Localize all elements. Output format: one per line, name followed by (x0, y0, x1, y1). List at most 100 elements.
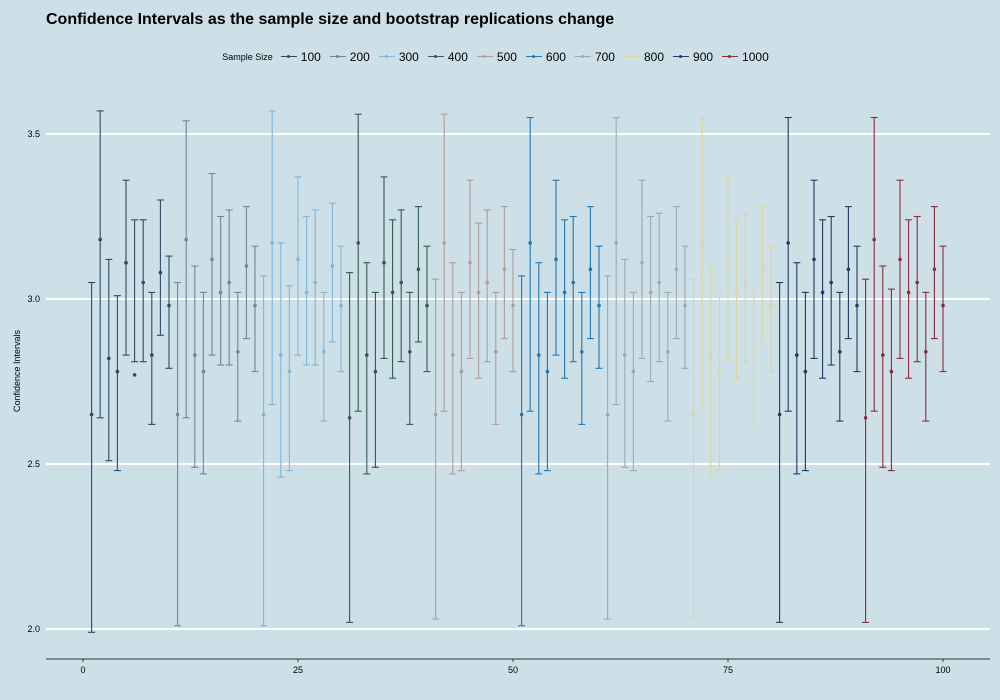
legend-item-900: 900 (673, 50, 713, 64)
error-bar (595, 245, 603, 369)
estimate-point (528, 241, 532, 245)
error-bar (552, 179, 560, 356)
error-bar (457, 291, 465, 472)
error-bar (500, 206, 508, 340)
estimate-point (691, 412, 696, 417)
estimate-point (648, 290, 653, 295)
estimate-point (141, 280, 145, 285)
estimate-point (210, 257, 214, 262)
estimate-point (846, 267, 851, 272)
error-bar (819, 219, 827, 379)
error-bar (862, 278, 870, 623)
error-bar (148, 291, 156, 425)
estimate-point (777, 412, 782, 417)
y-tick-label: 2.5 (27, 459, 40, 469)
error-bar (776, 281, 784, 623)
series-600 (518, 116, 603, 627)
error-bar (242, 206, 250, 340)
estimate-point (227, 280, 231, 285)
legend-label: 400 (447, 50, 468, 64)
y-axis-label: Confidence Intervals (12, 329, 22, 412)
estimate-point (244, 264, 249, 268)
estimate-point (666, 350, 670, 354)
error-bar (234, 291, 242, 422)
error-bar (939, 245, 947, 373)
error-bar (139, 219, 147, 363)
series-100 (88, 110, 173, 633)
error-bar (509, 248, 517, 373)
estimate-point (382, 260, 386, 265)
error-bar (793, 262, 801, 475)
legend-item-400: 400 (427, 50, 468, 64)
estimate-point (752, 350, 756, 354)
legend-item-500: 500 (476, 50, 517, 64)
estimate-point (124, 260, 128, 265)
legend-label: 300 (398, 50, 419, 64)
error-bar (328, 202, 336, 343)
error-bar (887, 288, 895, 472)
y-tick-label: 3.5 (27, 129, 40, 139)
error-bar (466, 179, 474, 359)
estimate-point (519, 412, 524, 417)
error-bar (655, 212, 663, 363)
estimate-point (717, 369, 722, 374)
estimate-point (132, 373, 137, 377)
legend-title: Sample Size (222, 52, 273, 62)
error-bar (113, 295, 121, 472)
estimate-point (347, 416, 352, 420)
error-bar (724, 176, 732, 359)
error-bar (844, 206, 852, 340)
error-bar (801, 291, 809, 472)
series-300 (260, 110, 345, 627)
error-bar (303, 215, 311, 366)
error-bar (784, 116, 792, 412)
estimate-point (863, 416, 868, 420)
series-200 (174, 120, 259, 627)
error-bar (320, 291, 328, 422)
legend-item-600: 600 (525, 50, 566, 64)
estimate-point (906, 290, 911, 295)
estimate-point (365, 353, 369, 357)
error-bar (122, 179, 130, 356)
x-tick-label: 100 (935, 665, 950, 675)
error-bar (664, 291, 672, 422)
estimate-point (812, 257, 816, 262)
estimate-point (399, 280, 404, 285)
x-tick-label: 75 (723, 665, 733, 675)
estimate-point (932, 267, 937, 272)
estimate-point (502, 267, 507, 272)
error-bar (199, 291, 207, 475)
error-bar (733, 219, 741, 379)
legend-item-1000: 1000 (722, 50, 769, 64)
estimate-point (485, 280, 490, 285)
error-bar (690, 278, 698, 620)
error-bar (371, 291, 379, 468)
estimate-point (167, 303, 171, 308)
estimate-point (425, 303, 429, 308)
estimate-point (150, 353, 154, 357)
estimate-point (597, 303, 601, 308)
error-bar (930, 206, 938, 340)
error-bar (174, 281, 182, 627)
error-bar (767, 245, 775, 373)
estimate-point (390, 290, 395, 295)
x-tick-label: 0 (80, 665, 85, 675)
estimate-point (829, 280, 833, 285)
error-bar (913, 215, 921, 363)
estimate-point (330, 264, 335, 268)
error-bar (251, 245, 259, 373)
estimate-point (296, 257, 300, 262)
estimate-point (700, 241, 704, 245)
legend-label: 800 (643, 50, 665, 64)
legend-label: 600 (545, 50, 566, 64)
estimate-point (580, 350, 584, 354)
legend-item-100: 100 (280, 50, 321, 64)
estimate-point (115, 369, 120, 374)
error-bar (406, 291, 414, 425)
error-bar (389, 219, 397, 379)
error-bar (475, 222, 483, 379)
error-bar (535, 262, 543, 475)
estimate-point (236, 350, 240, 354)
estimate-point (769, 303, 773, 308)
error-bar (879, 265, 887, 468)
